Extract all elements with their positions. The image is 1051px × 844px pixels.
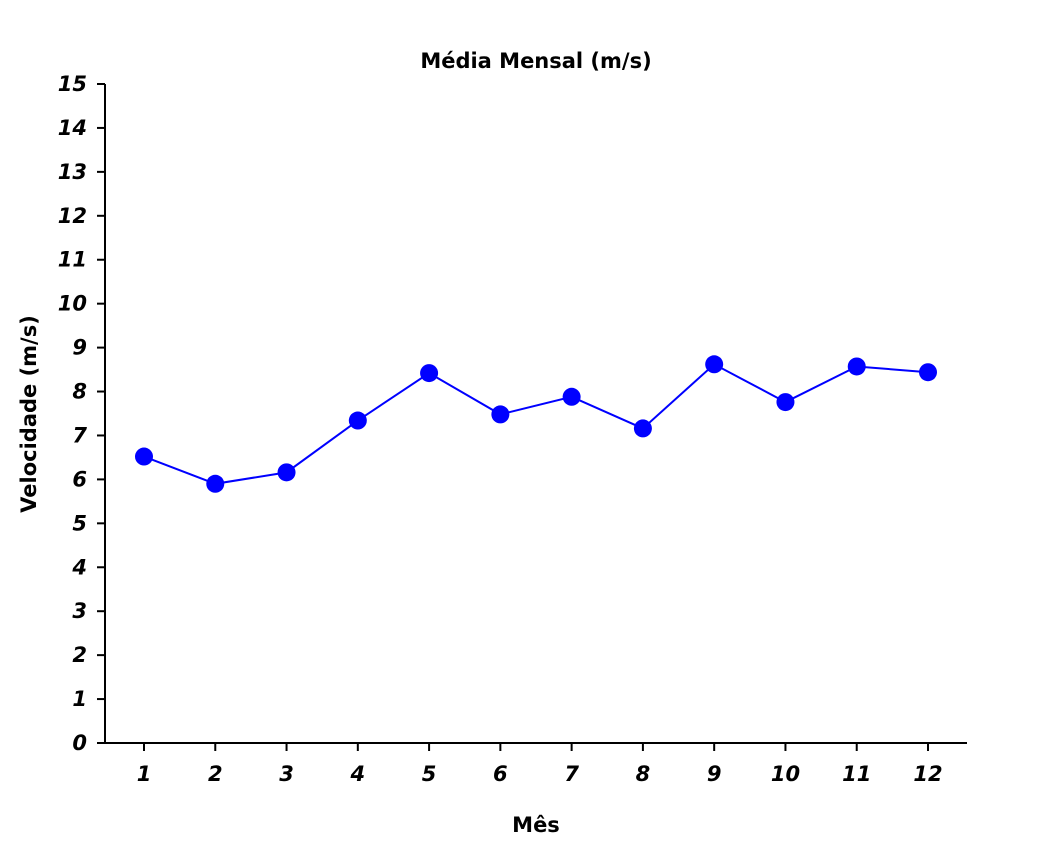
y-tick-label: 11 [58,248,87,272]
x-axis-label: Mês [512,813,560,837]
y-tick-label: 15 [58,72,87,96]
y-tick-label: 7 [72,423,87,447]
data-point [919,363,937,382]
x-tick-label: 1 [137,762,152,786]
x-tick-label: 3 [279,762,294,786]
y-tick-label: 10 [58,292,87,316]
data-point [277,463,296,482]
y-tick-label: 2 [72,643,87,667]
x-tick-label: 9 [707,762,722,786]
data-point [633,419,652,438]
data-point [776,393,795,412]
y-axis-label: Velocidade (m/s) [17,315,41,513]
y-tick-label: 8 [72,380,87,404]
data-point [348,411,367,430]
y-tick-label: 13 [58,160,87,184]
data-point [847,357,866,376]
x-tick-label: 2 [208,762,223,786]
series-line [143,363,929,485]
data-point [135,447,153,466]
data-point [491,405,510,424]
y-tick-label: 1 [72,687,87,711]
x-tick-label: 6 [493,762,508,786]
y-tick-label: 3 [72,599,87,623]
x-tick-label: 11 [842,762,871,786]
y-tick-label: 0 [72,731,87,755]
chart-title: Média Mensal (m/s) [420,49,651,73]
y-tick-label: 9 [72,336,87,360]
x-tick-label: 8 [636,762,651,786]
y-tick-label: 14 [58,116,87,140]
data-point [420,364,439,383]
data-point [206,474,225,493]
y-tick-label: 6 [72,467,87,491]
x-tick-label: 10 [771,762,800,786]
x-tick-label: 4 [350,762,366,786]
data-point [562,387,581,406]
y-tick-label: 12 [58,204,87,228]
y-tick-label: 4 [71,555,87,579]
x-tick-label: 7 [564,762,579,786]
y-tick-label: 5 [72,511,87,535]
x-tick-label: 5 [422,762,437,786]
x-tick-label: 12 [913,762,942,786]
data-point [705,355,724,374]
